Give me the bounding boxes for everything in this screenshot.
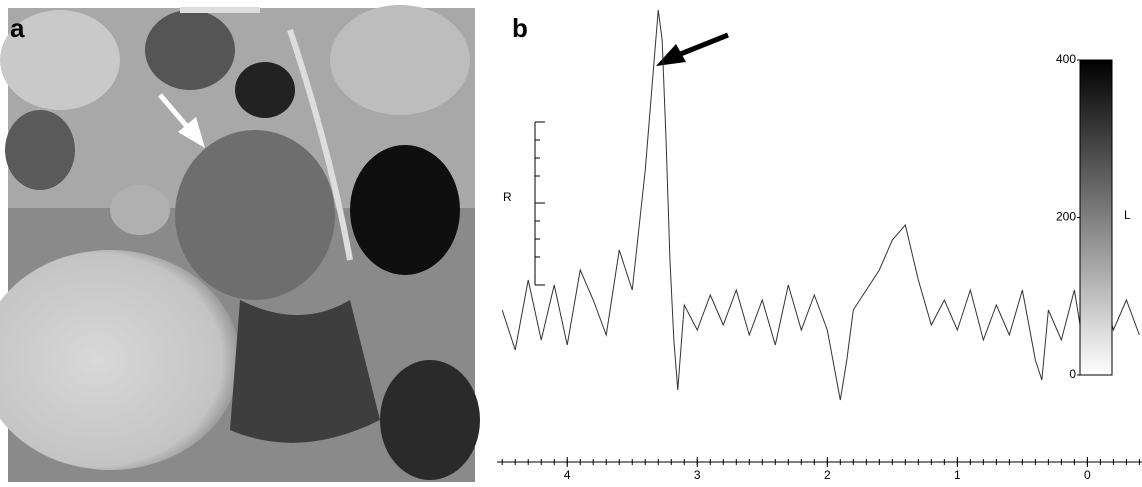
x-tick-label: 3	[694, 468, 701, 482]
colorbar	[1079, 59, 1113, 376]
spectrum-line	[501, 9, 1140, 401]
x-tick-label: 0	[1084, 468, 1091, 482]
colorbar-tick-label: 0	[1069, 367, 1076, 381]
x-tick-label: 2	[824, 468, 831, 482]
panel-label: a	[10, 13, 25, 43]
mri-image	[0, 5, 480, 482]
scale-bar	[534, 121, 545, 286]
peak-arrow	[656, 32, 729, 66]
x-tick-label: 4	[564, 468, 571, 482]
side-label: R	[503, 190, 512, 204]
side-label: L	[1124, 208, 1131, 222]
colorbar-tick-label: 200	[1056, 210, 1076, 224]
colorbar-tick-label: 400	[1056, 52, 1076, 66]
panel-label: b	[512, 13, 528, 43]
x-tick-label: 1	[954, 468, 961, 482]
